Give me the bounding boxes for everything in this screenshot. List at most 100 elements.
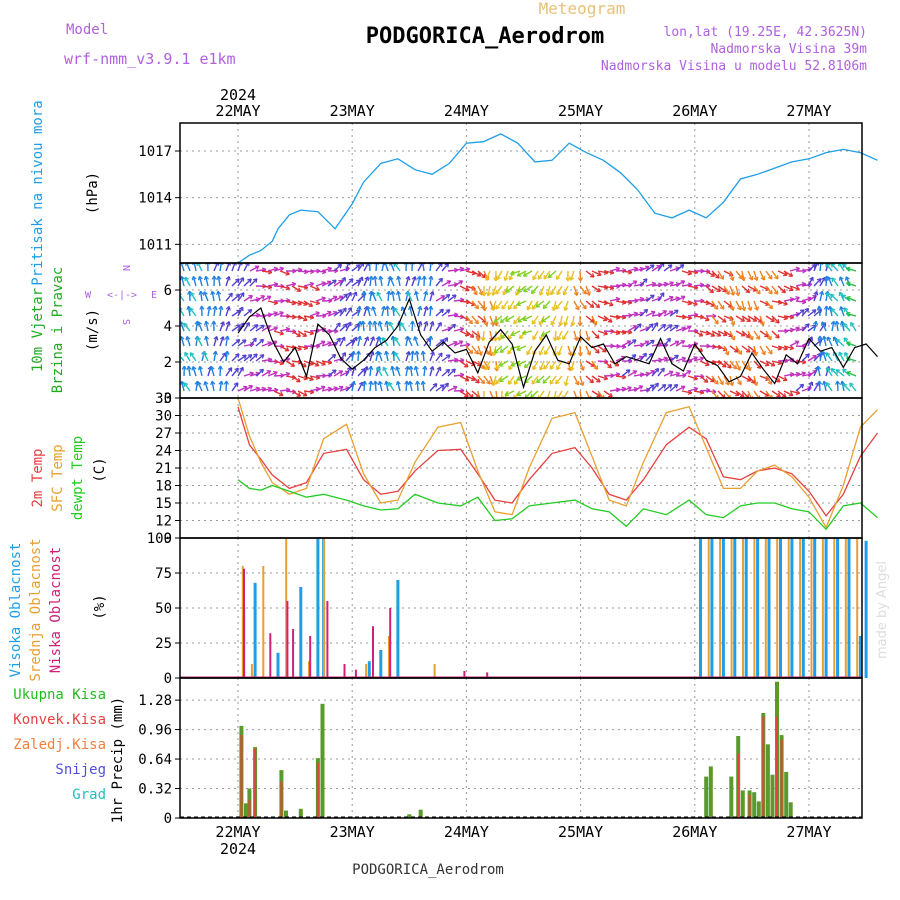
- wind-arrow-head: [610, 392, 613, 397]
- wind-arrow: [416, 380, 419, 392]
- wind-arrow: [309, 285, 320, 291]
- wind-arrow-head: [789, 372, 794, 375]
- wind-arrow: [615, 345, 626, 348]
- wind-arrow: [498, 330, 503, 341]
- wind-arrow-head: [438, 277, 443, 281]
- wind-arrow: [825, 263, 833, 272]
- wind-arrow-head: [252, 278, 258, 281]
- wind-arrow-head: [577, 396, 579, 398]
- wind-arrow: [249, 337, 257, 347]
- wind-arrow: [549, 360, 557, 370]
- wind-arrow: [639, 308, 649, 317]
- wind-arrow: [333, 279, 343, 287]
- y-tick-label: 100: [147, 531, 172, 547]
- wind-arrow-head: [757, 306, 759, 311]
- wind-arrow-head: [503, 396, 505, 398]
- wind-arrow: [537, 270, 545, 280]
- wind-arrow: [193, 263, 197, 272]
- wind-arrow-head: [409, 320, 414, 325]
- low-cloud-bar: [389, 608, 392, 678]
- high-cloud-bar: [767, 538, 771, 678]
- wind-arrow: [261, 341, 272, 347]
- wind-arrow: [526, 300, 533, 311]
- temp-unit: (C): [92, 457, 108, 482]
- wind-arrow-head: [812, 320, 817, 325]
- wind-arrow-head: [496, 322, 500, 327]
- wind-arrow-head: [465, 342, 471, 345]
- wind-arrow: [807, 370, 817, 377]
- wind-arrow: [471, 345, 479, 355]
- wind-arrow: [830, 263, 839, 272]
- wind-arrow: [675, 385, 686, 392]
- wind-arrow-head: [196, 381, 199, 386]
- wind-arrow: [237, 322, 245, 332]
- wind-arrow-head: [297, 348, 302, 351]
- wind-arrow: [386, 305, 389, 317]
- wind-arrow-head: [840, 321, 843, 326]
- wind-arrow: [783, 285, 794, 291]
- wind-arrow: [202, 351, 209, 362]
- y-tick-label: 0.64: [138, 752, 172, 768]
- wind-arrow: [243, 295, 253, 302]
- high-cloud-bar: [813, 538, 817, 678]
- wind-arrow: [621, 386, 632, 392]
- wind-arrow-head: [478, 272, 482, 277]
- wind-arrow: [669, 297, 680, 302]
- wind-arrow: [621, 369, 631, 377]
- y-tick-label: 6: [164, 283, 172, 299]
- wind-arrow: [556, 360, 563, 370]
- wind-arrow-head: [477, 319, 479, 324]
- wind-arrow: [237, 367, 244, 377]
- wind-arrow: [591, 390, 601, 398]
- y-tick-label: 0: [164, 671, 172, 687]
- wind-arrow: [597, 270, 608, 274]
- wind-arrow: [205, 336, 209, 347]
- wind-arrow: [409, 306, 413, 317]
- high-cloud-bar: [276, 652, 280, 678]
- wind-arrow: [729, 360, 737, 370]
- wind-arrow: [826, 292, 833, 302]
- wind-arrow-head: [245, 321, 250, 325]
- wind-arrow: [435, 384, 445, 392]
- wind-arrow-head: [801, 281, 806, 285]
- panel-frame-precipitation: [179, 677, 863, 819]
- wind-arrow-head: [591, 273, 595, 278]
- wind-arrow-head: [816, 380, 820, 385]
- wind-arrow: [765, 360, 776, 367]
- wind-arrow: [627, 312, 638, 317]
- wind-arrow: [801, 353, 810, 362]
- wind-ylabel-1: 10m Vjetar: [30, 288, 46, 372]
- wind-arrow: [459, 330, 470, 337]
- wind-arrow: [477, 375, 486, 385]
- wind-arrow-head: [408, 365, 412, 371]
- wind-arrow: [687, 356, 698, 362]
- wind-arrow: [429, 263, 432, 272]
- wind-arrow: [369, 381, 372, 392]
- wind-arrow: [381, 263, 385, 272]
- wind-arrow: [378, 321, 383, 332]
- wind-arrow: [495, 375, 503, 385]
- low-cloud-bar: [269, 633, 272, 678]
- wind-arrow: [203, 291, 209, 302]
- wind-arrow-head: [436, 366, 441, 370]
- wind-arrow: [321, 280, 332, 287]
- wind-arrow-head: [445, 293, 450, 296]
- wind-arrow-head: [309, 281, 314, 285]
- wind-arrow: [711, 300, 719, 310]
- wind-arrow: [394, 352, 401, 362]
- wind-arrow: [585, 330, 590, 341]
- wind-arrow: [261, 358, 273, 362]
- wind-arrow: [789, 390, 800, 394]
- wind-arrow: [357, 321, 362, 332]
- wind-arrow: [675, 280, 685, 287]
- wind-arrow: [303, 375, 314, 381]
- wind-arrow: [453, 280, 463, 287]
- wind-arrow: [621, 330, 633, 334]
- wind-arrow: [639, 278, 648, 287]
- wind-arrow: [351, 279, 361, 287]
- wind-arrow: [357, 263, 365, 272]
- wind-arrow: [657, 357, 668, 362]
- year-label-top: 2024: [220, 86, 256, 104]
- wind-arrow: [396, 381, 401, 392]
- wind-arrow: [471, 270, 482, 277]
